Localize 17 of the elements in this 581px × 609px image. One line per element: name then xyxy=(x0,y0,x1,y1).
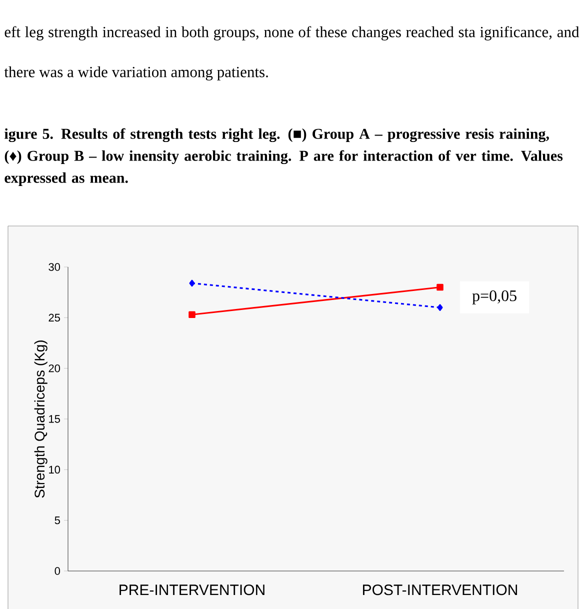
y-tick-label: 25 xyxy=(48,314,60,322)
point xyxy=(436,284,444,291)
chart-title: igure 5. Results of strength tests right leg. (■) Group A – progressive resis raining, (♦) Group B – low inensity aerobic training. P are for interaction of ver time. Values expressed as mean. xyxy=(4,128,563,186)
y-tick-label: 15 xyxy=(49,415,60,423)
point xyxy=(188,311,196,318)
y-tick-label: 30 xyxy=(48,263,60,271)
y-tick-label: 20 xyxy=(48,364,60,372)
point xyxy=(189,280,195,287)
annotation: p=0,05 xyxy=(472,290,516,304)
y-tick-label: 5 xyxy=(54,516,60,524)
y-tick-label: 10 xyxy=(49,466,60,474)
x-tick-label: POST-INTERVENTION xyxy=(363,584,517,596)
y-tick-label: 0 xyxy=(54,567,60,575)
x-tick-label: PRE-INTERVENTION xyxy=(120,584,264,596)
point xyxy=(437,304,443,311)
y-axis-title: Strength Quadriceps (Kg) xyxy=(34,340,48,498)
text: eft leg strength increased in both groups, none of these changes reached sta ignificance, and there was a wide variation among patients. xyxy=(4,26,580,80)
